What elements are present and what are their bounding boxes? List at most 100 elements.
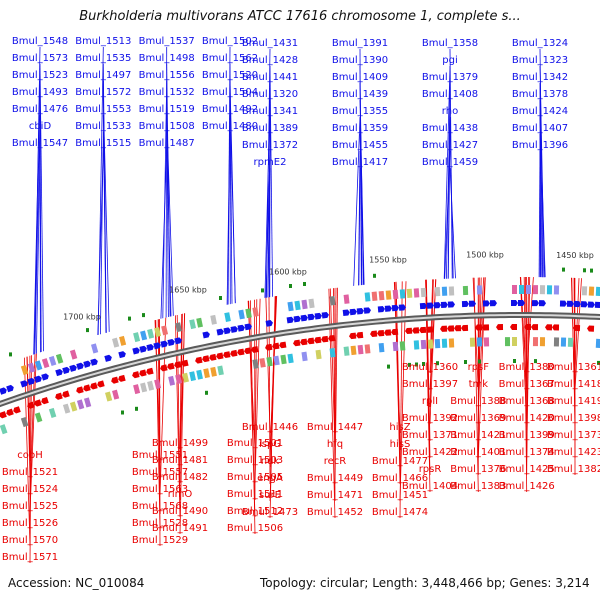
plus-strand-gene-label: Bmul_1477 [372,456,428,467]
label-leader-line [97,148,104,336]
plus-strand-gene-label: Bmul_1548 [12,36,68,47]
minus-strand-gene-arrow [321,335,329,343]
plus-strand-gene-arrow [559,300,567,307]
minus-strand-gene-arrow [83,384,91,392]
minus-strand-cog-block [259,357,266,368]
inner-marker [205,390,208,395]
plus-strand-cog-block [476,285,483,295]
plus-strand-cog-block [112,337,120,348]
plus-strand-gene-arrow [153,342,161,350]
minus-strand-cog-block [560,337,567,347]
plus-strand-gene-label: Bmul_1341 [242,106,298,117]
minus-strand-cog-block [595,338,600,349]
plus-strand-gene-label: Bmul_1369 [450,413,506,424]
plus-strand-gene-label: Bmul_1379 [422,72,478,83]
plus-strand-gene-label: Bmul_1409 [332,72,388,83]
label-leader-line [268,297,271,485]
plus-strand-gene-label: Bmul_1422 [402,447,458,458]
label-leader-line [102,114,107,333]
plus-strand-gene-arrow [391,304,399,312]
minus-strand-cog-block [378,342,385,353]
plus-strand-gene-label: Bmul_1426 [499,481,555,492]
inner-marker [478,359,481,364]
plus-strand-gene-label: Bmul_1438 [422,123,478,134]
label-leader-line [526,276,529,476]
plus-strand-gene-label: Bmul_1374 [499,447,555,458]
plus-strand-cog-block [119,335,127,346]
plus-strand-gene-label: Bmul_1323 [512,55,568,66]
label-leader-line [269,296,276,519]
minus-strand-cog-block [350,345,357,356]
plus-strand-gene-arrow [230,326,238,333]
outer-marker [142,313,145,318]
plus-strand-gene-label: hisZ [389,422,410,433]
minus-strand-gene-arrow [447,325,455,332]
plus-strand-cog-block [329,295,336,306]
plus-strand-cog-block [41,358,50,369]
minus-strand-gene-arrow [293,339,301,347]
plus-strand-gene-label: Bmul_1480 [202,121,258,132]
minus-strand-gene-arrow [195,356,203,364]
plus-strand-cog-block [140,330,148,341]
plus-strand-gene-label: Bmul_1383 [450,481,506,492]
inner-marker [415,362,418,367]
minus-strand-cog-block [469,337,476,347]
minus-strand-cog-block [266,356,273,367]
plus-strand-gene-label: Bmul_1396 [512,140,568,151]
plus-strand-gene-label: rpsR [419,464,442,475]
plus-strand-cog-block [539,285,546,295]
label-leader-line [538,150,541,278]
plus-strand-gene-label: Bmul_1515 [75,138,131,149]
label-leader-line [443,65,451,279]
plus-strand-gene-label: Bmul_1447 [307,422,363,433]
plus-strand-gene-arrow [580,301,588,308]
minus-strand-cog-block [511,336,518,347]
plus-strand-gene-label: Bmul_1521 [2,467,58,478]
minus-strand-gene-arrow [181,359,189,367]
plus-strand-gene-arrow [293,315,301,323]
minus-strand-cog-block [217,365,224,376]
plus-strand-gene-label: hfq [327,439,343,450]
plus-strand-cog-block [581,286,588,296]
label-leader-line [166,114,174,316]
plus-strand-gene-arrow [426,302,434,309]
minus-strand-gene-arrow [314,336,322,344]
plus-strand-gene-label: Bmul_1451 [372,490,428,501]
plus-strand-gene-arrow [265,320,273,327]
plus-strand-gene-arrow [146,344,154,352]
plus-strand-gene-label: Bmul_1524 [2,484,58,495]
label-leader-line [176,314,181,501]
label-leader-line [520,276,528,391]
minus-strand-gene-arrow [209,353,217,361]
label-leader-line [265,150,271,298]
minus-strand-cog-block [504,337,511,347]
outer-marker [219,296,222,300]
minus-strand-gene-arrow [328,334,336,342]
label-leader-line [264,99,271,298]
minus-strand-gene-arrow [230,349,238,357]
label-leader-line [472,277,479,391]
plus-strand-gene-label: Bmul_1491 [152,523,208,534]
plus-strand-cog-block [406,288,413,299]
label-leader-line [329,288,336,451]
plus-strand-gene-label: Bmul_1398 [547,413,600,424]
plus-strand-gene-label: Bmul_1423 [547,447,600,458]
plus-strand-gene-label: Bmul_1551 [132,450,188,461]
plus-strand-gene-label: Bmul_1473 [242,507,298,518]
label-leader-line [539,116,546,278]
outer-marker [86,328,89,333]
plus-strand-gene-arrow [447,301,455,308]
label-leader-line [358,167,361,286]
label-leader-line [429,279,433,374]
plus-strand-gene-label: Bmul_1373 [547,430,600,441]
minus-strand-cog-block [69,401,78,412]
minus-strand-gene-arrow [454,325,462,332]
plus-strand-gene-arrow [76,362,84,370]
outer-marker [590,268,593,273]
label-leader-line [175,315,181,518]
minus-strand-cog-block [76,399,85,410]
label-leader-line [574,278,582,391]
plus-strand-gene-label: Bmul_1499 [152,438,208,449]
minus-strand-gene-arrow [587,325,595,332]
minus-strand-cog-block [413,340,420,350]
